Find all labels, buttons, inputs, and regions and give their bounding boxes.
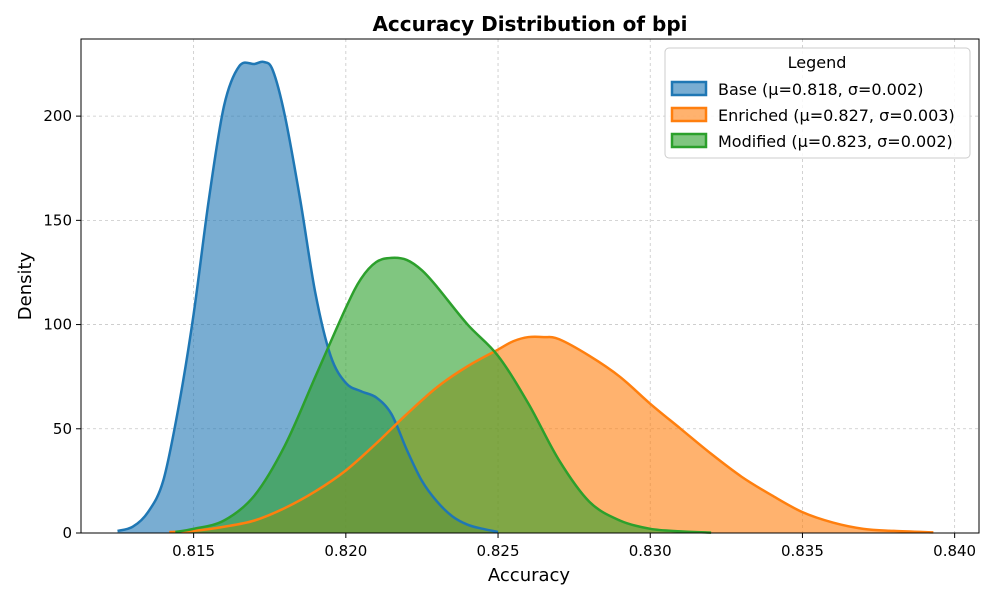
x-axis-ticks: 0.815 0.820 0.825 0.830 0.835 0.840	[172, 533, 976, 560]
series-line-enriched	[169, 335, 934, 534]
y-axis-label: Density	[15, 251, 36, 320]
x-tick-label: 0.830	[629, 542, 672, 560]
legend-title: Legend	[788, 53, 847, 72]
legend-label-enriched: Enriched (μ=0.827, σ=0.003)	[718, 106, 955, 125]
x-tick-label: 0.825	[477, 542, 520, 560]
y-tick-label: 50	[53, 420, 72, 438]
legend: Legend Base (μ=0.818, σ=0.002) Enriched (…	[664, 47, 971, 159]
y-tick-label: 200	[43, 107, 72, 125]
y-tick-label: 150	[43, 211, 72, 229]
chart-title: Accuracy Distribution of bpi	[372, 12, 687, 36]
series-lines	[117, 60, 934, 534]
x-tick-label: 0.835	[781, 542, 824, 560]
x-axis-label: Accuracy	[488, 565, 571, 586]
series-line-base	[117, 60, 499, 534]
x-tick-label: 0.815	[172, 542, 215, 560]
legend-box	[664, 47, 971, 159]
x-tick-label: 0.820	[324, 542, 367, 560]
grid	[81, 39, 979, 534]
y-tick-label: 0	[62, 524, 72, 542]
legend-entries: Base (μ=0.818, σ=0.002) Enriched (μ=0.827…	[670, 80, 955, 151]
legend-swatch-modified	[670, 132, 708, 149]
legend-label-base: Base (μ=0.818, σ=0.002)	[718, 80, 923, 99]
series-line-modified	[175, 256, 712, 534]
series-area-modified	[175, 257, 712, 533]
y-tick-label: 100	[43, 316, 72, 334]
legend-swatch-enriched	[670, 106, 708, 123]
y-axis-ticks: 0 50 100 150 200	[43, 107, 81, 542]
legend-label-modified: Modified (μ=0.823, σ=0.002)	[718, 132, 953, 151]
plot-frame	[80, 38, 980, 534]
legend-swatch-base	[670, 80, 708, 97]
x-tick-label: 0.840	[933, 542, 976, 560]
